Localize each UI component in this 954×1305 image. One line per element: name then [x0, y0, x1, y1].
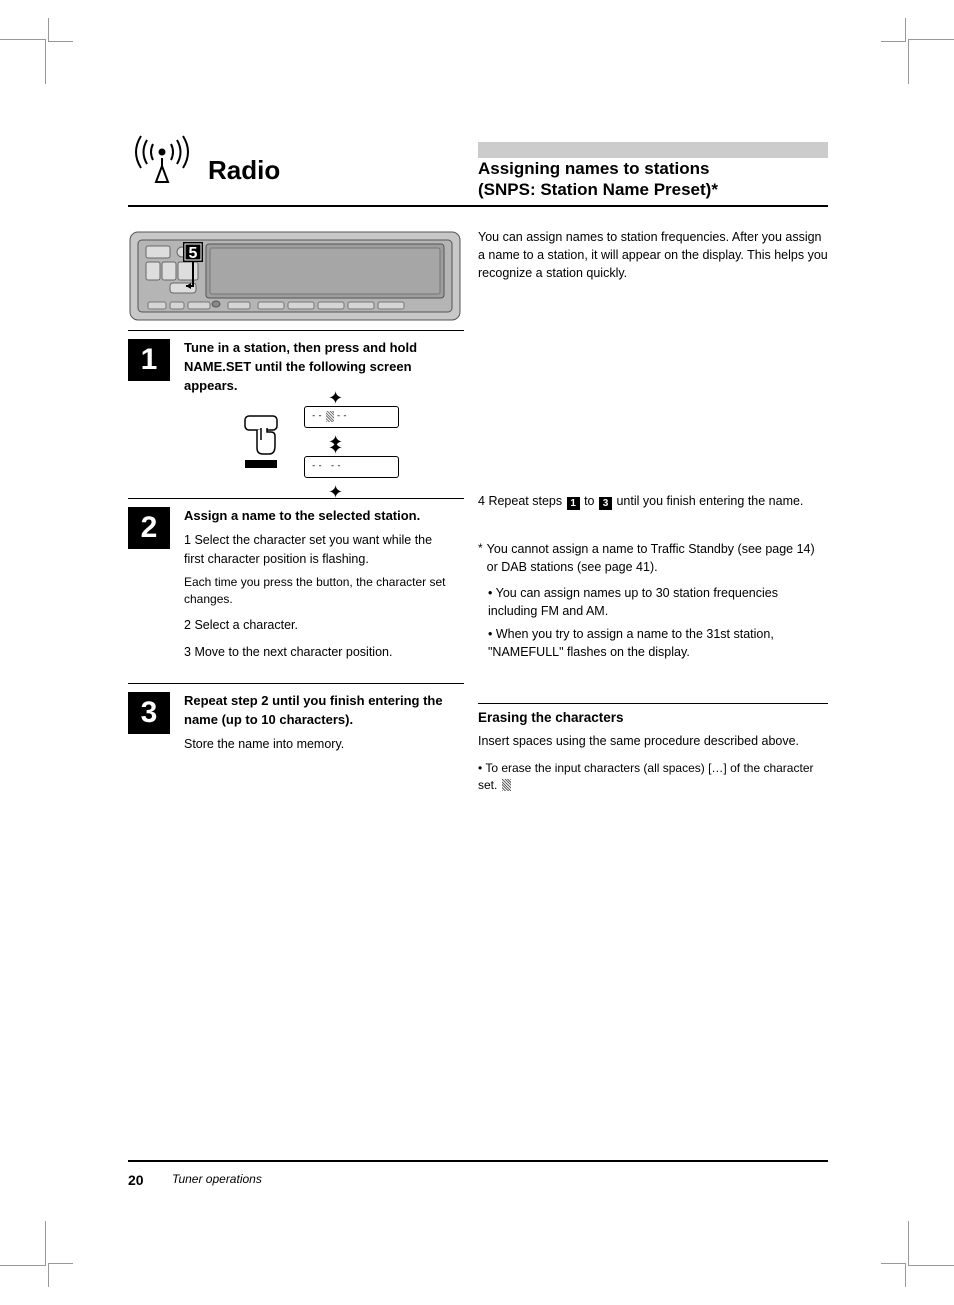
antenna-icon: [128, 130, 196, 186]
bullet: When you try to assign a name to the 31s…: [488, 627, 774, 659]
txt: to: [584, 494, 594, 508]
device-figure: 5: [128, 228, 464, 331]
top-divider: [128, 205, 828, 207]
step-ref-icon: 1: [567, 497, 580, 510]
section-side-label: Tuner operations: [172, 1172, 262, 1186]
bullet: You can assign names up to 30 station fr…: [488, 586, 778, 618]
sub-p2-text: To erase the input characters (all space…: [478, 761, 813, 792]
lcd-top: -- --: [304, 406, 399, 428]
txt: Repeat steps: [488, 494, 562, 508]
char-block-icon: [502, 779, 511, 791]
step-1: 1 Tune in a station, then press and hold…: [128, 330, 464, 482]
step3-line: Store the name into memory.: [184, 735, 448, 753]
intro-paragraph: You can assign names to station frequenc…: [478, 228, 828, 282]
sub-text: Select the character set you want while …: [184, 533, 432, 565]
footnote-text: You cannot assign a name to Traffic Stan…: [487, 542, 815, 574]
sub-num: 3: [184, 645, 191, 659]
step2-note1: Each time you press the button, the char…: [184, 574, 448, 609]
sub-text: Select a character.: [194, 618, 298, 632]
section-title-line2: (SNPS: Station Name Preset)*: [478, 180, 718, 199]
sub-p2: • To erase the input characters (all spa…: [478, 760, 828, 795]
txt: 4: [478, 494, 485, 508]
sub-num: 1: [184, 533, 191, 547]
subheading: Erasing the characters: [478, 708, 828, 728]
crop-mark-br: [876, 1225, 954, 1287]
step2-line1: 1 Select the character set you want whil…: [184, 531, 448, 567]
right-repeat: 4 Repeat steps 1 to 3 until you finish e…: [478, 492, 828, 510]
steps: 1 Tune in a station, then press and hold…: [128, 330, 464, 753]
sub-num: 2: [184, 618, 191, 632]
right-footnotes: * You cannot assign a name to Traffic St…: [478, 540, 828, 661]
crop-mark-tr: [876, 18, 954, 80]
svg-text:5: 5: [189, 245, 198, 262]
section-title-line1: Assigning names to stations: [478, 159, 709, 178]
step2-line3: 3 Move to the next character position.: [184, 643, 448, 661]
sub-p1: Insert spaces using the same procedure d…: [478, 732, 828, 750]
step-number-3: 3: [128, 692, 170, 734]
asterisk: *: [478, 540, 483, 576]
page-content: Radio Assigning names to stations (SNPS:…: [128, 130, 828, 207]
step-number-2: 2: [128, 507, 170, 549]
txt: until you finish entering the name.: [616, 494, 803, 508]
right-subsection: Erasing the characters Insert spaces usi…: [478, 685, 828, 794]
step-ref-icon: 3: [599, 497, 612, 510]
radio-heading: Radio: [208, 155, 280, 186]
step-3: 3 Repeat step 2 until you finish enterin…: [128, 683, 464, 754]
step2-title: Assign a name to the selected station.: [184, 507, 448, 526]
step-2: 2 Assign a name to the selected station.…: [128, 498, 464, 661]
lcd-bottom: -- --: [304, 456, 399, 478]
crop-mark-bl: [0, 1225, 78, 1287]
step-number-1: 1: [128, 339, 170, 381]
page-number: 20: [128, 1172, 144, 1188]
press-button-icon: [239, 414, 284, 470]
step2-line2: 2 Select a character.: [184, 616, 448, 634]
sub-text: Move to the next character position.: [194, 645, 392, 659]
step3-title: Repeat step 2 until you finish entering …: [184, 692, 448, 730]
bottom-rule: [128, 1160, 828, 1162]
section-title: Assigning names to stations (SNPS: Stati…: [478, 158, 718, 201]
crop-mark-tl: [0, 18, 78, 80]
step1-title: Tune in a station, then press and hold N…: [184, 339, 448, 396]
section-title-bar: [478, 142, 828, 158]
